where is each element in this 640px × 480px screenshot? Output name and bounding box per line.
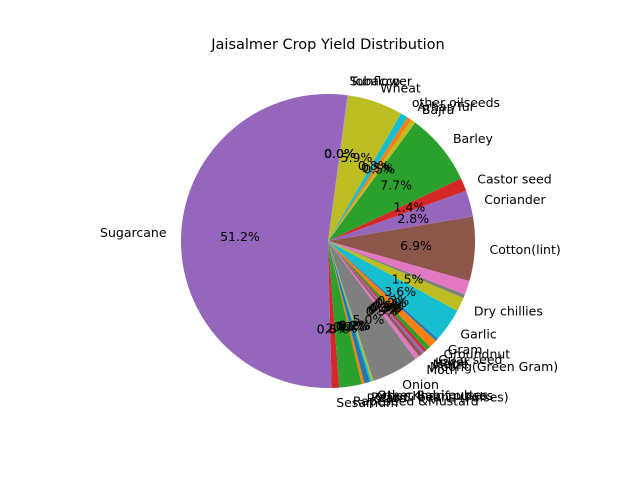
pie-slice-28 xyxy=(328,190,473,241)
slice-pct-23: 3.6% xyxy=(384,284,416,299)
slice-pct-9: 0.8% xyxy=(317,322,349,337)
slice-label-1: Barley xyxy=(453,131,494,146)
pie-slice-16 xyxy=(328,241,420,360)
pie-slice-25 xyxy=(328,241,465,299)
slice-label-0: Castor seed xyxy=(477,171,551,186)
slice-pct-15: 5.0% xyxy=(353,312,385,327)
slice-label-6: Tobacco xyxy=(349,73,400,88)
slice-pct-4: 0.8% xyxy=(358,158,390,173)
slice-pct-6: 0.0% xyxy=(324,146,356,161)
slice-label-11: Potato xyxy=(367,391,407,406)
slice-pct-10: 2.4% xyxy=(326,321,358,336)
pie-slice-17 xyxy=(328,241,423,357)
pie-slice-9 xyxy=(328,241,340,388)
pie-slice-0 xyxy=(328,178,467,241)
slice-pct-8: 51.2% xyxy=(220,229,260,244)
slice-pct-13: 0.2% xyxy=(338,318,370,333)
slice-label-18: Maize xyxy=(433,357,469,372)
pie-slice-19 xyxy=(328,241,427,353)
slice-label-10: Rapeseed &Mustard xyxy=(353,393,479,408)
slice-label-2: Bajra xyxy=(422,102,455,117)
pie-slice-11 xyxy=(328,241,365,385)
slice-label-7: Sunflower xyxy=(350,73,413,88)
pie-slice-13 xyxy=(328,241,372,382)
pie-slices xyxy=(180,93,476,388)
slice-label-12: Peas & beans (Pulses) xyxy=(371,389,509,404)
pie-slice-23 xyxy=(328,241,458,339)
slice-pct-19: 0.3% xyxy=(371,300,403,315)
pie-slice-5 xyxy=(328,95,401,241)
slice-label-21: Groundnut xyxy=(443,347,510,362)
slice-label-27: Cotton(lint) xyxy=(489,242,560,257)
slice-pct-16: 0.5% xyxy=(366,304,398,319)
pie-slice-1 xyxy=(328,122,462,241)
slice-pct-18: 0.3% xyxy=(369,301,401,316)
slice-label-9: Sesamum xyxy=(336,395,398,410)
slice-pct-5: 5.9% xyxy=(341,150,373,165)
slice-pct-1: 7.7% xyxy=(380,178,412,193)
slice-label-24: Dry chillies xyxy=(474,303,543,318)
slice-pct-7: 0.0% xyxy=(324,146,356,161)
pie-slice-15 xyxy=(328,241,416,381)
slice-pct-17: 0.4% xyxy=(368,302,400,317)
slice-label-17: Moong(Green Gram) xyxy=(430,359,558,374)
pie-labels: Castor seed 1.4% Barley 7.7% Bajra 0.5% Arhar/… xyxy=(100,73,561,410)
pie-slice-7 xyxy=(328,95,348,241)
pie-slice-20 xyxy=(328,241,430,351)
slice-label-19: Jowar xyxy=(434,355,470,370)
pie-slice-10 xyxy=(328,241,362,388)
slice-label-22: Gram xyxy=(448,342,483,357)
slice-label-16: Moth xyxy=(426,362,457,377)
slice-pct-28: 2.8% xyxy=(397,211,429,226)
slice-label-13: other Kharif pulses xyxy=(375,388,493,403)
pie-slice-8 xyxy=(180,93,348,388)
pie-slice-18 xyxy=(328,241,425,354)
pie-slice-14 xyxy=(328,241,374,382)
slice-label-28: Coriander xyxy=(484,192,546,207)
pie-slice-4 xyxy=(328,113,408,241)
pie-slice-3 xyxy=(328,117,412,241)
pie-slice-21 xyxy=(328,241,436,347)
slice-pct-3: 0.5% xyxy=(361,160,393,175)
slice-pct-20: 0.5% xyxy=(372,298,404,313)
slice-label-20: Guar seed xyxy=(438,352,502,367)
slice-pct-2: 0.5% xyxy=(363,162,395,177)
slice-pct-11: 0.3% xyxy=(333,319,365,334)
pie-slice-26 xyxy=(328,241,470,295)
slice-pct-12: 0.6% xyxy=(336,319,368,334)
slice-label-5: Wheat xyxy=(380,80,421,95)
slice-label-14: Other Rabi pulses xyxy=(377,388,488,403)
slice-pct-0: 1.4% xyxy=(394,200,426,215)
slice-label-3: Arhar/Tur xyxy=(418,99,476,114)
slice-pct-27: 6.9% xyxy=(400,238,432,253)
chart-title: Jaisalmer Crop Yield Distribution xyxy=(210,37,444,53)
pie-slice-24 xyxy=(328,241,464,311)
pie-slice-12 xyxy=(328,241,370,384)
pie-slice-22 xyxy=(328,241,438,341)
pie-slice-27 xyxy=(328,216,476,282)
slice-pct-21: 0.9% xyxy=(375,295,407,310)
slice-pct-24: 1.5% xyxy=(392,272,424,287)
slice-pct-22: 0.3% xyxy=(377,293,409,308)
pie-slice-6 xyxy=(328,95,349,241)
slice-label-4: other oilseeds xyxy=(412,95,500,110)
slice-pct-14: 0.2% xyxy=(339,318,371,333)
slice-label-23: Garlic xyxy=(460,326,496,341)
slice-label-15: Onion xyxy=(402,377,439,392)
pie-slice-2 xyxy=(328,119,416,241)
slice-label-8: Sugarcane xyxy=(100,225,167,240)
